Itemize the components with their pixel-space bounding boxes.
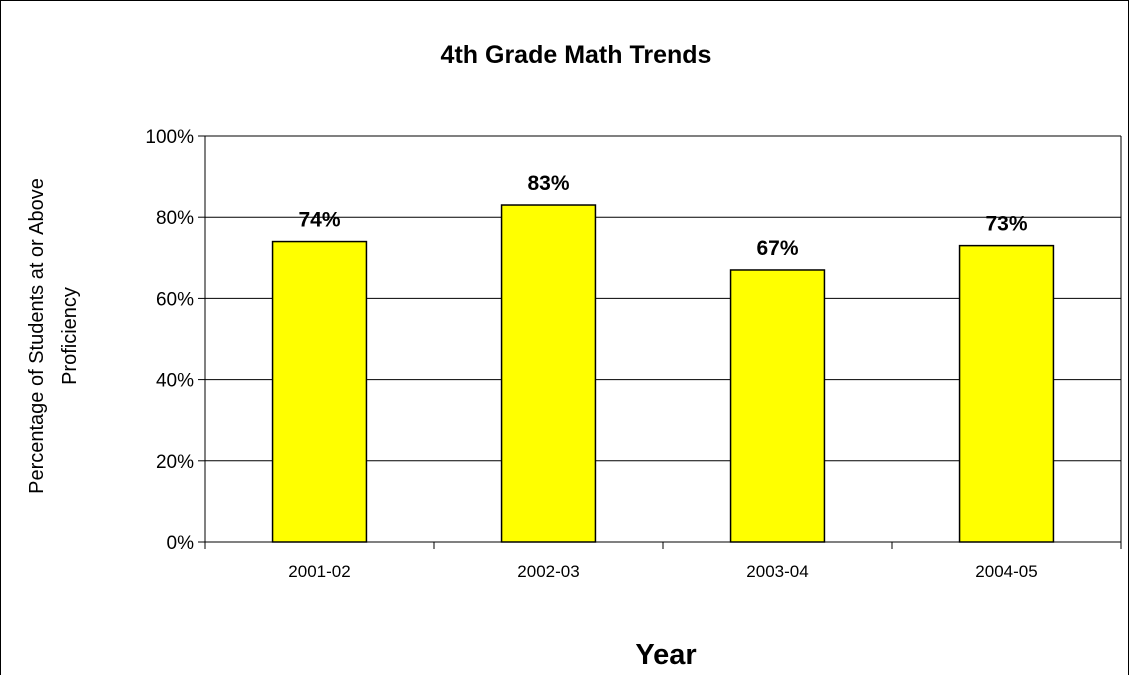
y-tick-label: 80%	[156, 208, 194, 229]
y-tick-label: 100%	[145, 127, 194, 148]
x-tick-label: 2002-03	[517, 562, 579, 581]
x-tick-label: 2003-04	[746, 562, 808, 581]
bar-2003-04	[729, 269, 826, 543]
y-tick-label: 20%	[156, 452, 194, 473]
data-labels: 74% 83% 67% 73%	[298, 172, 1027, 260]
bars	[271, 204, 1055, 543]
bar-2004-05	[958, 244, 1055, 543]
y-axis-label-line-1: Percentage of Students at or Above	[26, 178, 48, 494]
bar-2001-02	[271, 240, 368, 543]
y-tick-label: 40%	[156, 371, 194, 392]
x-ticks: 2001-02 2002-03 2003-04 2004-05	[204, 542, 1122, 581]
x-axis-label: Year	[635, 639, 696, 671]
chart-title: 4th Grade Math Trends	[441, 41, 712, 69]
y-ticks: 0% 20% 40% 60% 80% 100%	[145, 127, 205, 554]
x-tick-label: 2001-02	[288, 562, 350, 581]
data-label: 74%	[298, 209, 340, 232]
x-tick-label: 2004-05	[975, 562, 1037, 581]
y-tick-label: 60%	[156, 289, 194, 310]
y-tick-label: 0%	[167, 533, 195, 554]
data-label: 67%	[756, 237, 798, 260]
y-axis-label-line-2: Proficiency	[59, 287, 81, 385]
data-label: 73%	[985, 213, 1027, 236]
data-label: 83%	[527, 172, 569, 195]
bar-2002-03	[500, 204, 597, 543]
